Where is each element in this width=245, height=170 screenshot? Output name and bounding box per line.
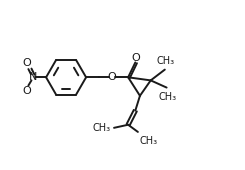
Text: CH₃: CH₃ xyxy=(92,123,110,133)
Text: O: O xyxy=(23,86,31,96)
Text: O: O xyxy=(131,53,140,63)
Text: CH₃: CH₃ xyxy=(157,56,175,65)
Text: CH₃: CH₃ xyxy=(139,136,157,146)
Text: O: O xyxy=(108,72,117,82)
Text: N: N xyxy=(29,72,37,82)
Text: CH₃: CH₃ xyxy=(159,92,177,102)
Text: O: O xyxy=(23,58,31,69)
